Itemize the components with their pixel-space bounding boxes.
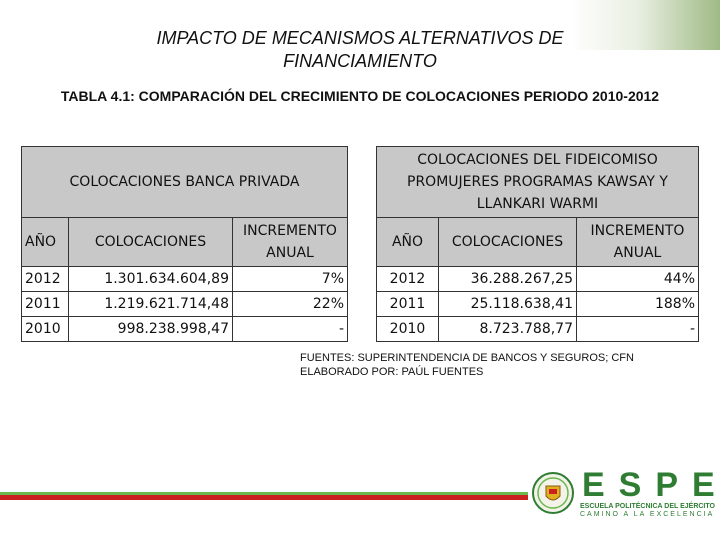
table-row: 2012 1.301.634.604,89 7%: [21, 266, 348, 292]
table-title: COLOCACIONES DEL FIDEICOMISO PROMUJERES …: [376, 146, 699, 218]
espe-logo-wordmark: ESPE: [582, 466, 720, 504]
table-cell: 8.723.788,77: [438, 316, 577, 342]
table-cell: 2010: [376, 316, 439, 342]
table-row: 2010 8.723.788,77 -: [376, 316, 699, 342]
table-row: 2011 25.118.638,41 188%: [376, 291, 699, 317]
table-cell: 2011: [21, 291, 69, 317]
table-cell: 44%: [576, 266, 699, 292]
table-cell: 998.238.998,47: [68, 316, 233, 342]
column-header: COLOCACIONES: [68, 217, 233, 267]
table-row: 2010 998.238.998,47 -: [21, 316, 348, 342]
table-cell: 22%: [232, 291, 348, 317]
table-banca-privada: COLOCACIONES BANCA PRIVADA AÑO COLOCACIO…: [21, 146, 348, 342]
author-note: ELABORADO POR: PAÚL FUENTES: [300, 366, 484, 378]
table-cell: 2012: [376, 266, 439, 292]
table-cell: 188%: [576, 291, 699, 317]
table-fideicomiso: COLOCACIONES DEL FIDEICOMISO PROMUJERES …: [376, 146, 699, 342]
table-title: COLOCACIONES BANCA PRIVADA: [21, 146, 348, 218]
table-cell: 1.301.634.604,89: [68, 266, 233, 292]
espe-seal-icon: [532, 472, 574, 514]
column-header: INCREMENTO ANUAL: [576, 217, 699, 267]
table-cell: 7%: [232, 266, 348, 292]
table-caption: TABLA 4.1: COMPARACIÓN DEL CRECIMIENTO D…: [60, 88, 660, 104]
table-cell: -: [576, 316, 699, 342]
table-row: 2012 36.288.267,25 44%: [376, 266, 699, 292]
column-header: AÑO: [376, 217, 439, 267]
espe-logo-line1: ESCUELA POLITÉCNICA DEL EJÉRCITO: [580, 503, 715, 510]
table-cell: 2010: [21, 316, 69, 342]
column-header: AÑO: [21, 217, 69, 267]
sources-note: FUENTES: SUPERINTENDENCIA DE BANCOS Y SE…: [300, 352, 634, 364]
table-cell: 36.288.267,25: [438, 266, 577, 292]
column-header: INCREMENTO ANUAL: [232, 217, 348, 267]
page-title-line1: IMPACTO DE MECANISMOS ALTERNATIVOS DE: [156, 28, 564, 48]
table-cell: -: [232, 316, 348, 342]
page-title-line2: FINANCIAMIENTO: [283, 51, 437, 71]
espe-logo-line2: CAMINO A LA EXCELENCIA: [580, 511, 715, 518]
corner-gradient: [570, 0, 720, 50]
footer-stripe-green: [0, 492, 528, 495]
table-cell: 25.118.638,41: [438, 291, 577, 317]
column-header: COLOCACIONES: [438, 217, 577, 267]
table-cell: 2012: [21, 266, 69, 292]
source-notes: FUENTES: SUPERINTENDENCIA DE BANCOS Y SE…: [300, 351, 634, 379]
table-cell: 2011: [376, 291, 439, 317]
footer-stripe-red: [0, 495, 528, 500]
table-row: 2011 1.219.621.714,48 22%: [21, 291, 348, 317]
table-cell: 1.219.621.714,48: [68, 291, 233, 317]
